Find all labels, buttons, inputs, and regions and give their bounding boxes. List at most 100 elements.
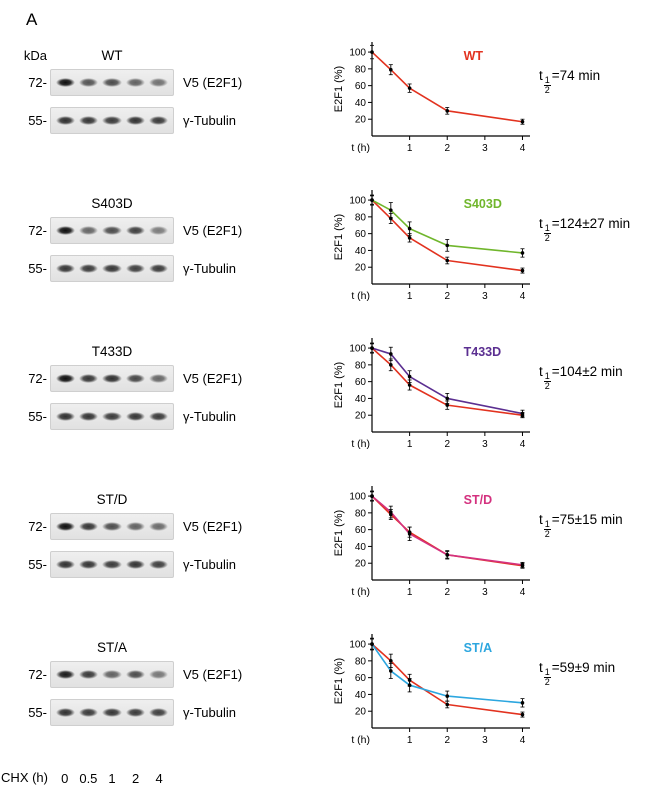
t-label: t (539, 364, 543, 379)
lane-time-1: 1 (108, 770, 116, 786)
svg-text:t (h): t (h) (351, 142, 370, 154)
t-label: t (539, 216, 543, 231)
blot-row-v5: 72- V5 (E2F1) (10, 69, 332, 96)
chart-block-std: 20 40 60 80 100 1 2 3 4 t (h) E2F1 (%) ST/D t 1 2 =75±… (332, 480, 623, 622)
svg-text:2: 2 (444, 735, 450, 746)
decay-chart-sta: 20 40 60 80 100 1 2 3 4 t (h) E2F1 (%) ST/A (333, 634, 530, 746)
blot-label-v5: V5 (E2F1) (183, 371, 243, 386)
blot-row-tubulin: 55- γ-Tubulin (10, 107, 332, 134)
row-t433d: T433D 72- V5 (E2F1) 55- γ-Tubulin 20 40 60… (10, 332, 650, 474)
lane-time-05: 0.5 (79, 770, 98, 786)
blot-block-sta: ST/A 72- V5 (E2F1) 55- γ-Tubulin (10, 628, 332, 770)
blot-label-v5: V5 (E2F1) (183, 519, 243, 534)
blot-row-v5: 72- V5 (E2F1) (10, 513, 332, 540)
svg-text:100: 100 (349, 344, 366, 355)
svg-text:3: 3 (482, 735, 488, 746)
chart-block-sta: 20 40 60 80 100 1 2 3 4 t (h) E2F1 (%) ST/A t 1 2 =59±… (332, 628, 615, 770)
chart-block-wt: 20 40 60 80 100 1 2 3 4 t (h) E2F1 (%) WT t 1 2 =74 mi… (332, 36, 600, 178)
lane-time-labels: 0 0.5 1 2 4 (50, 771, 174, 786)
svg-text:3: 3 (482, 439, 488, 450)
blot-row-tubulin: 55- γ-Tubulin (10, 699, 332, 726)
svg-text:1: 1 (407, 291, 413, 302)
kda-marker-55: 55- (28, 113, 47, 128)
blot-label-tubulin: γ-Tubulin (183, 261, 236, 276)
decay-chart-s403d: 20 40 60 80 100 1 2 3 4 t (h) E2F1 (%) S403D (333, 190, 530, 302)
panel-label: A (26, 10, 38, 29)
svg-text:60: 60 (355, 229, 367, 240)
chart-block-s403d: 20 40 60 80 100 1 2 3 4 t (h) E2F1 (%) S403D t 1 2 =12… (332, 184, 630, 326)
chx-label: CHX (h) (1, 770, 48, 785)
kda-marker-72: 72- (28, 667, 47, 682)
svg-text:40: 40 (355, 98, 367, 109)
western-blot-tubulin (50, 551, 174, 578)
svg-text:1: 1 (407, 587, 413, 598)
svg-text:4: 4 (520, 291, 526, 302)
t-label: t (539, 512, 543, 527)
svg-text:E2F1 (%): E2F1 (%) (333, 214, 345, 260)
blot-label-v5: V5 (E2F1) (183, 75, 243, 90)
kda-marker-55: 55- (28, 261, 47, 276)
blot-title: S403D (91, 196, 133, 211)
t-label: t (539, 660, 543, 675)
svg-text:E2F1 (%): E2F1 (%) (333, 66, 345, 112)
half-life-value: =124±27 min (551, 216, 631, 231)
half-life-value: =59±9 min (551, 660, 616, 675)
blot-row-tubulin: 55- γ-Tubulin (10, 403, 332, 430)
row-sta: ST/A 72- V5 (E2F1) 55- γ-Tubulin 20 40 60 8… (10, 628, 650, 770)
chx-lane-row: CHX (h) 0 0.5 1 2 4 (1, 770, 650, 786)
blot-label-tubulin: γ-Tubulin (183, 409, 236, 424)
svg-text:80: 80 (355, 64, 367, 75)
blot-label-tubulin: γ-Tubulin (183, 113, 236, 128)
svg-text:80: 80 (355, 508, 367, 519)
svg-text:40: 40 (355, 246, 367, 257)
svg-text:t (h): t (h) (351, 438, 370, 450)
svg-text:T433D: T433D (464, 345, 502, 359)
svg-text:100: 100 (349, 640, 366, 651)
svg-text:20: 20 (355, 115, 367, 126)
svg-text:S403D: S403D (464, 197, 502, 211)
svg-text:3: 3 (482, 143, 488, 154)
svg-text:E2F1 (%): E2F1 (%) (333, 658, 345, 704)
svg-text:2: 2 (444, 143, 450, 154)
svg-text:2: 2 (444, 291, 450, 302)
svg-text:60: 60 (355, 377, 367, 388)
row-s403d: S403D 72- V5 (E2F1) 55- γ-Tubulin 20 40 60… (10, 184, 650, 326)
svg-text:2: 2 (444, 439, 450, 450)
half-life-annotation: t 1 2 =104±2 min (539, 364, 623, 392)
half-life-annotation: t 1 2 =75±15 min (539, 512, 623, 540)
decay-chart-wt: 20 40 60 80 100 1 2 3 4 t (h) E2F1 (%) WT (333, 42, 530, 154)
svg-text:60: 60 (355, 81, 367, 92)
blot-label-v5: V5 (E2F1) (183, 223, 243, 238)
svg-text:ST/D: ST/D (464, 493, 492, 507)
svg-text:20: 20 (355, 411, 367, 422)
svg-text:4: 4 (520, 143, 526, 154)
svg-text:60: 60 (355, 525, 367, 536)
blot-block-s403d: S403D 72- V5 (E2F1) 55- γ-Tubulin (10, 184, 332, 326)
svg-text:80: 80 (355, 656, 367, 667)
blot-row-v5: 72- V5 (E2F1) (10, 661, 332, 688)
svg-text:E2F1 (%): E2F1 (%) (333, 510, 345, 556)
svg-text:4: 4 (520, 587, 526, 598)
svg-text:100: 100 (349, 492, 366, 503)
svg-text:E2F1 (%): E2F1 (%) (333, 362, 345, 408)
half-life-value: =75±15 min (551, 512, 623, 527)
kda-marker-72: 72- (28, 519, 47, 534)
svg-text:t (h): t (h) (351, 586, 370, 598)
blot-title: WT (101, 48, 123, 63)
blot-label-v5: V5 (E2F1) (183, 667, 243, 682)
svg-text:40: 40 (355, 542, 367, 553)
svg-text:3: 3 (482, 291, 488, 302)
half-life-annotation: t 1 2 =74 min (539, 68, 600, 96)
svg-text:1: 1 (407, 439, 413, 450)
svg-text:WT: WT (464, 49, 484, 63)
t-label: t (539, 68, 543, 83)
svg-text:80: 80 (355, 212, 367, 223)
blot-row-tubulin: 55- γ-Tubulin (10, 551, 332, 578)
blot-label-tubulin: γ-Tubulin (183, 557, 236, 572)
blot-block-wt: kDa WT 72- V5 (E2F1) 55- γ-Tubulin (10, 36, 332, 178)
kda-marker-55: 55- (28, 557, 47, 572)
western-blot-v5 (50, 69, 174, 96)
